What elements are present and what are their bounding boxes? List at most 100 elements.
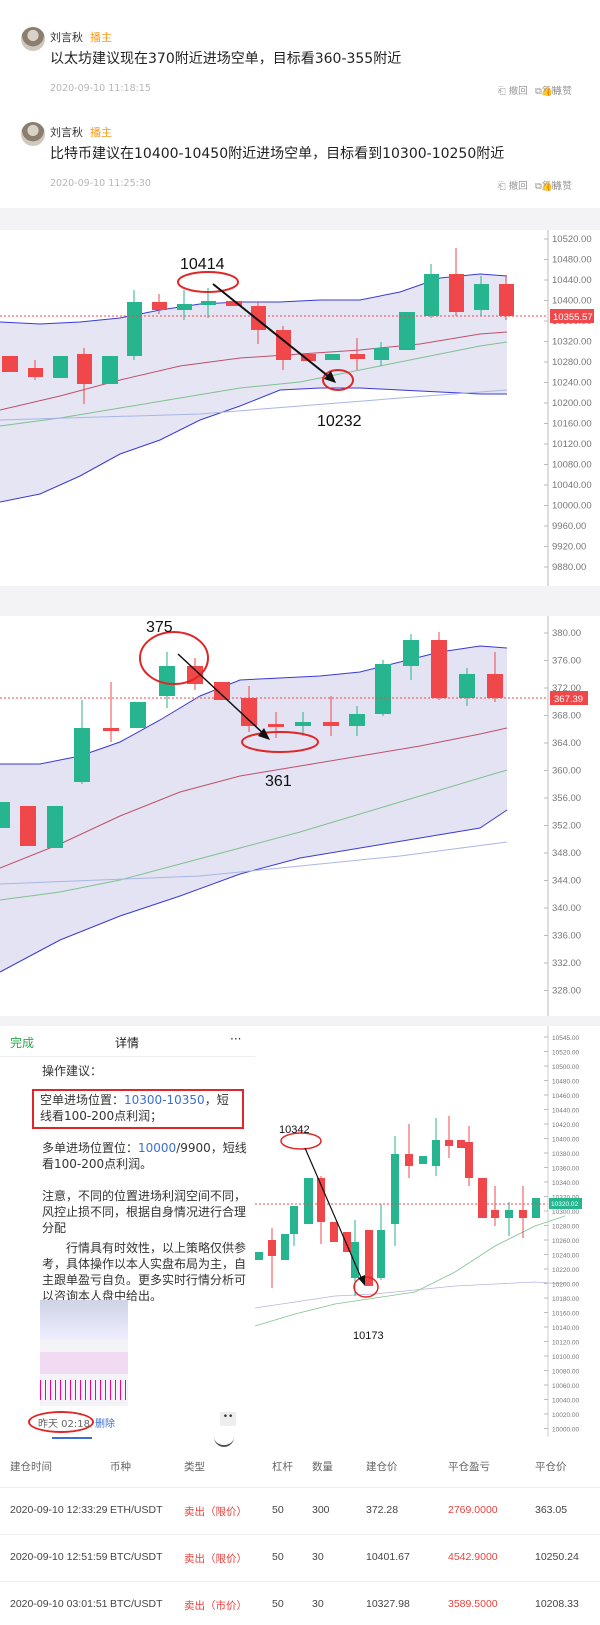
arrow-head [358,1275,365,1286]
current-price-value: 10355.57 [553,312,593,323]
comment-item: 刘言秋 播主 以太坊建议现在370附近进场空单，目标看360-355附近 202… [0,15,600,110]
long-price-link[interactable]: 10000 [138,1141,177,1155]
axis-tick-label: 10040.00 [552,480,592,491]
candle [424,274,439,316]
cell-pnl: 4542.9000 [448,1551,498,1563]
ma-green-line [254,1215,566,1327]
more-options-icon[interactable]: ··· [230,1032,242,1046]
comment-author[interactable]: 刘言秋 [50,126,83,139]
table-row[interactable]: 2020-09-10 12:51:59 BTC/USDT 卖出（限价） 50 3… [0,1535,600,1581]
low-circle [353,1276,379,1298]
withdraw-icon: ⎗ [498,86,506,97]
thumb-up-icon: 👍 [541,181,553,192]
candle [419,1156,427,1164]
comment-author[interactable]: 刘言秋 [50,31,83,44]
tab-indicator [52,1437,92,1439]
axis-tick-label: 10400.00 [552,1137,579,1144]
short-entry-text: 空单进场位置：10300-10350，短线看100-200点利润； [40,1093,229,1123]
axis-tick-label: 10160.00 [552,1311,579,1318]
table-row[interactable]: 2020-09-10 12:33:29 ETH/USDT 卖出（限价） 50 3… [0,1488,600,1534]
candle [127,302,142,356]
host-badge: 播主 [90,126,112,139]
axis-tick-label: 9960.00 [552,521,586,532]
like-button[interactable]: 👍点赞 [541,86,572,97]
candle [399,312,415,350]
cell-open-price: 372.28 [366,1504,399,1516]
bollinger-band [0,274,507,502]
withdraw-button[interactable]: ⎗ 撤回 [498,181,528,192]
price-axis-ticks: 380.00 376.00 372.00 368.00 364.00 360.00 356.… [544,628,581,997]
cell-close-price: 363.05 [535,1504,568,1516]
col-quantity: 数量 [312,1461,333,1473]
btc-candlestick-chart: 10414 10232 10520.00 10480.00 10440.00 1040… [0,230,600,586]
cell-type: 卖出（限价） [184,1506,247,1518]
cell-leverage: 50 [272,1504,284,1516]
axis-tick-label: 10360.00 [552,1166,579,1173]
axis-tick-label: 10300.00 [552,1209,579,1216]
current-price-tag [550,691,588,705]
current-price-value: 10320.02 [551,1201,578,1208]
candle [226,301,242,306]
axis-tick-label: 332.00 [552,958,581,969]
candle [47,806,63,848]
more-dots-button[interactable]: •• [220,1412,236,1426]
candle [130,702,146,728]
like-button[interactable]: 👍点赞 [541,181,572,192]
axis-tick-label: 10380.00 [552,1151,579,1158]
candle [519,1210,527,1218]
short-range-link[interactable]: 10300-10350 [124,1093,205,1107]
cell-quantity: 300 [312,1504,330,1516]
candle [499,284,514,316]
cell-open-price: 10327.98 [366,1598,410,1610]
thumb-chart-top [40,1300,128,1340]
candle [403,640,419,666]
chart-thumbnail[interactable] [40,1300,128,1406]
cell-quantity: 30 [312,1551,324,1563]
candle [152,302,167,310]
thumb-chart-bottom [40,1380,128,1400]
axis-tick-label: 10440.00 [552,1108,579,1115]
candle [102,356,118,384]
comment-time: 2020-09-10 11:25:30 [50,178,151,189]
done-button[interactable]: 完成 [10,1036,35,1050]
candle [465,1142,473,1178]
avatar[interactable] [21,122,45,146]
withdraw-button[interactable]: ⎗ 撤回 [498,86,528,97]
candle [474,284,489,310]
trend-arrow [304,1147,364,1283]
detail-panel: 完成 详情 ··· 操作建议： 空单进场位置：10300-10350，短线看10… [0,1026,255,1444]
table-row[interactable]: 2020-09-10 03:01:51 BTC/USDT 卖出（市价） 50 3… [0,1582,600,1625]
axis-tick-label: 348.00 [552,848,581,859]
axis-tick-label: 10260.00 [552,1238,579,1245]
cell-open-price: 10401.67 [366,1551,410,1563]
candle [377,1230,385,1278]
scroll-handle[interactable] [214,1437,234,1447]
host-badge: 播主 [90,31,112,44]
price-axis-ticks: 10520.0010480.0010440.0010400.0010360.00… [544,234,592,573]
cell-time: 2020-09-10 03:01:51 [10,1598,108,1610]
advice-heading: 操作建议： [42,1064,103,1078]
axis-tick-label: 10040.00 [552,1398,579,1405]
candle [459,674,475,698]
copy-button[interactable]: ⧉复制 [535,86,561,97]
candle [391,1154,399,1224]
delete-button[interactable]: 删除 [95,1419,115,1430]
axis-tick-label: 352.00 [552,821,581,832]
axis-tick-label: 336.00 [552,931,581,942]
cell-type: 卖出（限价） [184,1553,247,1565]
cell-leverage: 50 [272,1551,284,1563]
candle [349,714,365,726]
copy-button[interactable]: ⧉复制 [535,181,561,192]
avatar[interactable] [21,27,45,51]
axis-tick-label: 10100.00 [552,1354,579,1361]
axis-tick-label: 10520.00 [552,234,592,245]
disclaimer-text: 行情具有时效性，以上策略仅供参考，具体操作以本人实盘布局为主，自主跟单盈亏自负。… [42,1241,247,1303]
candle [159,666,175,696]
axis-tick-label: 10520.00 [552,1050,579,1057]
detail-title: 详情 [115,1036,140,1050]
order-table: 建仓时间 币种 类型 杠杆 数量 建仓价 平仓盈亏 平仓价 2020-09-10… [0,1437,600,1625]
trend-arrow [177,653,267,737]
col-symbol: 币种 [110,1461,131,1473]
candle [374,348,389,360]
arrow-head [258,728,270,740]
